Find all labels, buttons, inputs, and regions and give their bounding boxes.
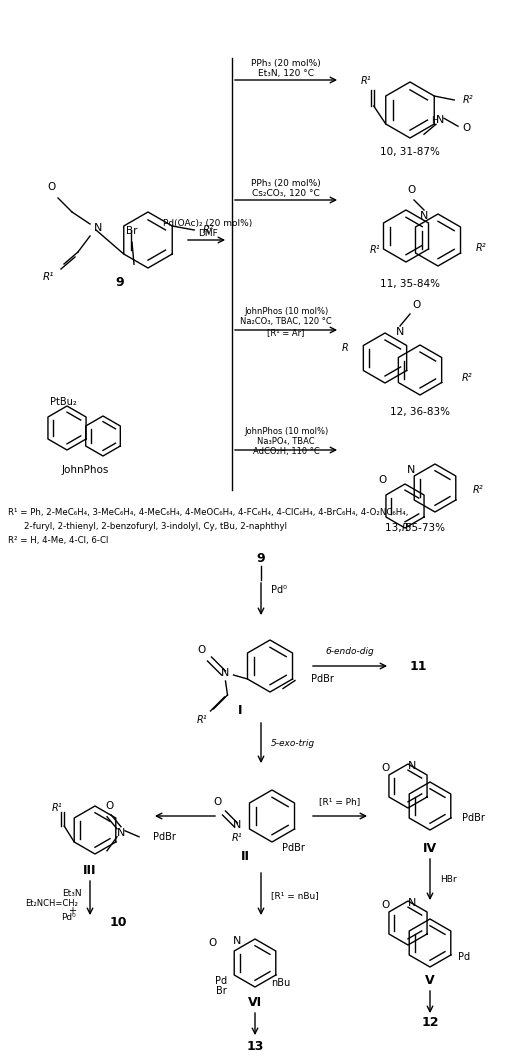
Text: [R¹ = Ar]: [R¹ = Ar] <box>267 328 305 337</box>
Text: R¹ = Ph, 2-MeC₆H₄, 3-MeC₆H₄, 4-MeC₆H₄, 4-MeOC₆H₄, 4-FC₆H₄, 4-ClC₆H₄, 4-BrC₆H₄, 4: R¹ = Ph, 2-MeC₆H₄, 3-MeC₆H₄, 4-MeC₆H₄, 4… <box>8 508 408 517</box>
Text: R²: R² <box>462 95 473 105</box>
Text: Et₃N, 120 °C: Et₃N, 120 °C <box>258 69 314 78</box>
Text: R¹: R¹ <box>231 833 242 843</box>
Text: PPh₃ (20 mol%): PPh₃ (20 mol%) <box>251 179 321 189</box>
Text: R² = H, 4-Me, 4-Cl, 6-Cl: R² = H, 4-Me, 4-Cl, 6-Cl <box>8 536 109 545</box>
Text: N: N <box>233 936 241 946</box>
Text: AdCO₂H, 110 °C: AdCO₂H, 110 °C <box>253 447 319 456</box>
Text: R¹: R¹ <box>52 803 62 813</box>
Text: 13, 55-73%: 13, 55-73% <box>385 523 445 533</box>
Text: Br: Br <box>216 986 227 997</box>
Text: O: O <box>382 762 390 773</box>
Text: Pd: Pd <box>215 976 227 986</box>
Text: N: N <box>396 327 404 337</box>
Text: R²: R² <box>473 485 483 495</box>
Text: +: + <box>68 907 76 916</box>
Text: N: N <box>117 828 125 838</box>
Text: DMF: DMF <box>198 229 218 238</box>
Text: [R¹ = nBu]: [R¹ = nBu] <box>271 892 319 900</box>
Text: R¹: R¹ <box>361 76 372 86</box>
Text: O: O <box>412 300 420 310</box>
Text: [R¹ = Ph]: [R¹ = Ph] <box>319 797 361 806</box>
Text: Na₂CO₃, TBAC, 120 °C: Na₂CO₃, TBAC, 120 °C <box>240 317 332 326</box>
Text: 9: 9 <box>257 552 265 564</box>
Text: H: H <box>431 116 438 125</box>
Text: 13: 13 <box>246 1040 264 1053</box>
Text: O: O <box>105 801 113 811</box>
Text: N: N <box>420 211 428 221</box>
Text: JohnPhos: JohnPhos <box>61 465 109 475</box>
Text: 11, 35-84%: 11, 35-84% <box>380 279 440 289</box>
Text: N: N <box>408 898 416 908</box>
Text: O: O <box>213 797 221 807</box>
Text: PdBr: PdBr <box>311 674 334 683</box>
Text: Na₃PO₄, TBAC: Na₃PO₄, TBAC <box>257 437 315 446</box>
Text: HBr: HBr <box>440 876 457 884</box>
Text: 11: 11 <box>410 660 428 672</box>
Text: III: III <box>83 863 97 877</box>
Text: JohnPhos (10 mol%): JohnPhos (10 mol%) <box>244 427 328 436</box>
Text: N: N <box>221 668 230 678</box>
Text: II: II <box>241 849 250 862</box>
Text: O: O <box>408 185 416 195</box>
Text: nBu: nBu <box>271 979 290 988</box>
Text: O: O <box>197 645 206 656</box>
Text: Pd⁰: Pd⁰ <box>271 585 287 595</box>
Text: 2-furyl, 2-thienyl, 2-benzofuryl, 3-indolyl, Cy, tBu, 2-naphthyl: 2-furyl, 2-thienyl, 2-benzofuryl, 3-indo… <box>24 522 287 531</box>
Text: R: R <box>341 343 348 353</box>
Text: R¹: R¹ <box>402 523 412 533</box>
Text: R¹: R¹ <box>43 272 54 282</box>
Text: R¹: R¹ <box>197 715 207 725</box>
Text: O: O <box>209 938 217 948</box>
Text: N: N <box>436 115 444 125</box>
Text: PdBr: PdBr <box>282 843 305 852</box>
Text: O: O <box>48 182 56 192</box>
Text: I: I <box>238 703 242 717</box>
Text: Br: Br <box>126 227 138 236</box>
Text: Cs₂CO₃, 120 °C: Cs₂CO₃, 120 °C <box>252 189 320 198</box>
Text: O: O <box>379 475 387 485</box>
Text: N: N <box>408 761 416 771</box>
Text: O: O <box>382 900 390 910</box>
Text: R²: R² <box>202 225 213 235</box>
Text: PtBu₂: PtBu₂ <box>50 397 76 407</box>
Text: 5-exo-trig: 5-exo-trig <box>271 738 315 748</box>
Text: Pd: Pd <box>458 952 470 962</box>
Text: V: V <box>425 973 435 987</box>
Text: IV: IV <box>423 842 437 855</box>
Text: N: N <box>407 465 415 475</box>
Text: PPh₃ (20 mol%): PPh₃ (20 mol%) <box>251 59 321 68</box>
Text: PdBr: PdBr <box>153 831 176 842</box>
Text: O: O <box>462 123 470 133</box>
Text: 6-endo-dig: 6-endo-dig <box>326 647 374 656</box>
Text: Pd(OAc)₂ (20 mol%): Pd(OAc)₂ (20 mol%) <box>163 219 253 228</box>
Text: 10: 10 <box>110 916 127 930</box>
Text: 9: 9 <box>116 275 124 288</box>
Text: R²: R² <box>462 373 472 383</box>
Text: R¹: R¹ <box>370 245 380 255</box>
Text: R²: R² <box>476 243 487 253</box>
Text: PdBr: PdBr <box>462 813 485 823</box>
Text: JohnPhos (10 mol%): JohnPhos (10 mol%) <box>244 307 328 316</box>
Text: 12, 36-83%: 12, 36-83% <box>390 407 450 417</box>
Text: N: N <box>94 223 102 233</box>
Text: Et₃N: Et₃N <box>62 889 82 897</box>
Text: 12: 12 <box>421 1017 439 1029</box>
Text: Pd⁰: Pd⁰ <box>61 914 76 922</box>
Text: VI: VI <box>248 997 262 1009</box>
Text: Et₂NCH=CH₂: Et₂NCH=CH₂ <box>25 898 78 908</box>
Text: 10, 31-87%: 10, 31-87% <box>380 147 440 157</box>
Text: N: N <box>233 820 242 830</box>
